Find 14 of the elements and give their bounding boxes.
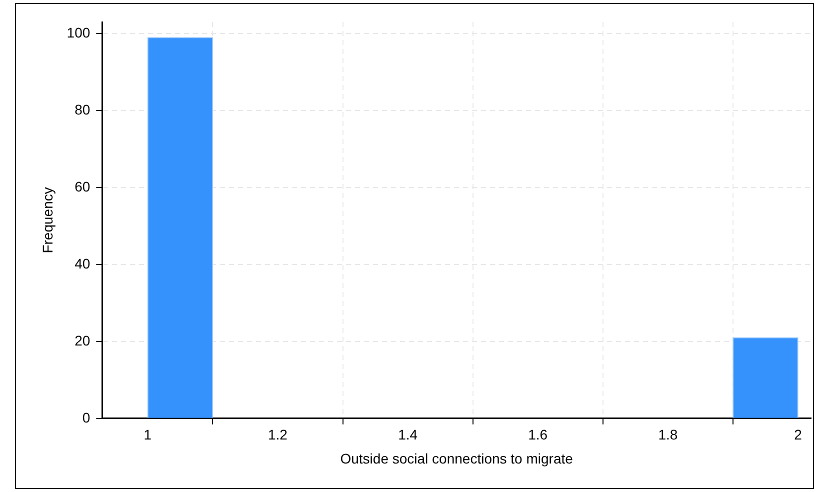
y-tick-label: 40 bbox=[74, 255, 90, 272]
x-tick-label: 1.8 bbox=[658, 426, 678, 443]
x-axis-title: Outside social connections to migrate bbox=[340, 450, 574, 466]
y-tick-label: 60 bbox=[74, 178, 90, 194]
y-tick-label: 100 bbox=[66, 24, 90, 40]
x-tick-label: 1 bbox=[144, 426, 152, 443]
x-tick-label: 1.4 bbox=[398, 426, 418, 443]
y-tick-label: 20 bbox=[74, 332, 90, 348]
x-tick-label: 2 bbox=[794, 426, 802, 443]
y-axis-title: Frequency bbox=[39, 187, 56, 254]
x-tick-label: 1.6 bbox=[528, 426, 548, 443]
x-tick-label: 1.2 bbox=[268, 426, 288, 443]
y-tick-label: 80 bbox=[74, 101, 90, 118]
y-tick-label: 0 bbox=[82, 409, 90, 426]
